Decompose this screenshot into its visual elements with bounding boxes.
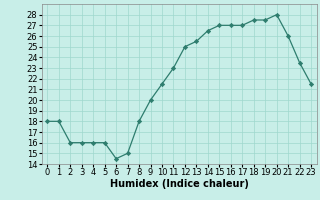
X-axis label: Humidex (Indice chaleur): Humidex (Indice chaleur) (110, 179, 249, 189)
